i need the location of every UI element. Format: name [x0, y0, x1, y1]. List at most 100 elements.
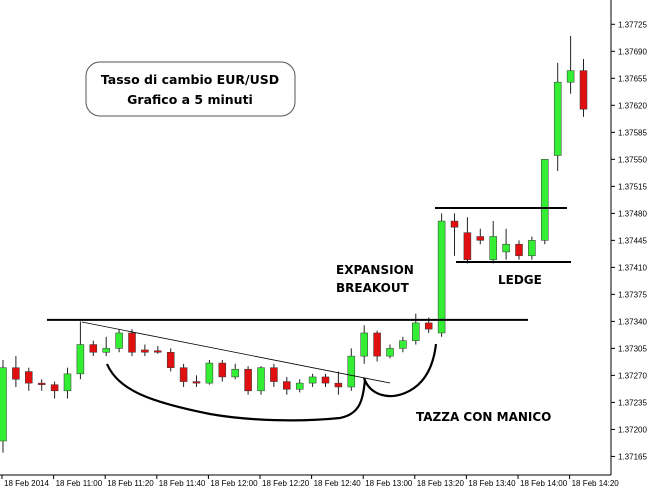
- candle: [205, 359, 214, 385]
- candle: [541, 159, 549, 245]
- candle-body: [128, 332, 136, 353]
- candle: [553, 62, 562, 171]
- cup-handle-label: TAZZA CON MANICO: [416, 410, 551, 424]
- candle: [373, 330, 381, 362]
- candle: [528, 236, 536, 260]
- candle: [257, 366, 265, 395]
- candle-body: [37, 382, 46, 385]
- candle: [25, 367, 33, 391]
- candle: [166, 348, 175, 372]
- x-tick-label: 18 Feb 14:00: [520, 479, 568, 488]
- candle-body: [154, 350, 162, 353]
- candle: [450, 213, 459, 256]
- candle-body: [399, 340, 407, 349]
- candle-body: [579, 70, 588, 110]
- candle: [218, 359, 227, 382]
- candle-body: [63, 373, 72, 392]
- x-tick-label: 18 Feb 14:20: [572, 479, 620, 488]
- y-tick-label: 1.37445: [618, 236, 647, 245]
- candle-body: [12, 367, 20, 380]
- candle-body: [347, 355, 356, 388]
- candle: [412, 313, 420, 345]
- y-tick-label: 1.37480: [618, 209, 647, 218]
- candle: [295, 379, 304, 393]
- candle: [321, 373, 330, 387]
- candle-body: [424, 322, 433, 330]
- candle: [102, 336, 110, 357]
- candle-body: [553, 81, 562, 156]
- candle: [502, 228, 510, 260]
- chart-subtitle: Grafico a 5 minuti: [127, 92, 253, 107]
- price-axis: 1.37725 1.37690 1.37655 1.37620 1.37585 1.375…: [611, 20, 647, 461]
- candle: [476, 228, 485, 245]
- candle-body: [515, 243, 523, 257]
- y-tick-label: 1.37235: [618, 398, 647, 407]
- y-tick-label: 1.37515: [618, 182, 647, 191]
- candle: [334, 371, 343, 395]
- candle: [154, 346, 162, 354]
- chart-title: Tasso di cambio EUR/USD: [101, 72, 279, 87]
- candle-body: [321, 376, 330, 384]
- x-tick-label: 18 Feb 12:20: [262, 479, 310, 488]
- x-tick-label: 18 Feb 13:40: [468, 479, 516, 488]
- candle: [270, 363, 278, 387]
- candle-body: [218, 362, 227, 378]
- trendline: [81, 321, 391, 384]
- candle: [0, 359, 7, 453]
- candle-body: [566, 70, 575, 83]
- candle-body: [76, 344, 85, 375]
- cup-curve: [105, 363, 367, 422]
- candle-body: [528, 240, 536, 257]
- x-tick-label: 18 Feb 11:20: [107, 479, 154, 488]
- handle-curve: [362, 343, 438, 398]
- candle-body: [502, 243, 510, 253]
- candle: [192, 375, 201, 387]
- candle: [231, 363, 239, 380]
- title-box: [85, 61, 296, 117]
- ledge-label: LEDGE: [498, 273, 542, 287]
- candle-body: [295, 382, 304, 390]
- candle-body: [192, 381, 201, 384]
- candle: [128, 329, 136, 357]
- y-tick-label: 1.37690: [618, 47, 647, 56]
- candle: [37, 379, 46, 391]
- candle-body: [373, 332, 381, 357]
- y-tick-label: 1.37725: [618, 20, 647, 29]
- candle: [566, 35, 575, 94]
- x-tick-label: 18 Feb 12:00: [210, 479, 258, 488]
- candle-body: [102, 348, 110, 353]
- y-tick-label: 1.37410: [618, 263, 647, 272]
- candle: [63, 367, 72, 399]
- candle: [89, 340, 98, 357]
- y-tick-label: 1.37200: [618, 425, 647, 434]
- candle-body: [360, 332, 368, 357]
- candle: [437, 213, 446, 337]
- candle-body: [89, 344, 98, 353]
- candle-body: [270, 367, 278, 382]
- candle: [141, 344, 149, 357]
- expansion-label: EXPANSION: [336, 263, 414, 277]
- candle: [463, 217, 472, 264]
- x-tick-label: 18 Feb 11:40: [159, 479, 206, 488]
- x-tick-label: 18 Feb 2014: [4, 479, 49, 488]
- candle: [386, 344, 394, 359]
- y-tick-label: 1.37375: [618, 290, 647, 299]
- candle-body: [205, 362, 214, 384]
- candle: [283, 376, 291, 395]
- x-tick-label: 18 Feb 13:20: [417, 479, 465, 488]
- candle-body: [50, 384, 59, 392]
- y-tick-label: 1.37655: [618, 74, 647, 83]
- candle: [489, 221, 497, 264]
- candle-body: [231, 368, 239, 378]
- candle-body: [386, 348, 394, 357]
- candle-body: [257, 367, 265, 392]
- x-tick-label: 18 Feb 13:00: [365, 479, 413, 488]
- y-tick-label: 1.37305: [618, 344, 647, 353]
- candle: [579, 59, 588, 117]
- candle-body: [25, 371, 33, 384]
- candle-body: [476, 236, 485, 241]
- candle: [515, 240, 523, 260]
- time-axis: 18 Feb 2014 18 Feb 11:00 18 Feb 11:20 18 Fe…: [1, 475, 620, 488]
- y-tick-label: 1.37165: [618, 452, 647, 461]
